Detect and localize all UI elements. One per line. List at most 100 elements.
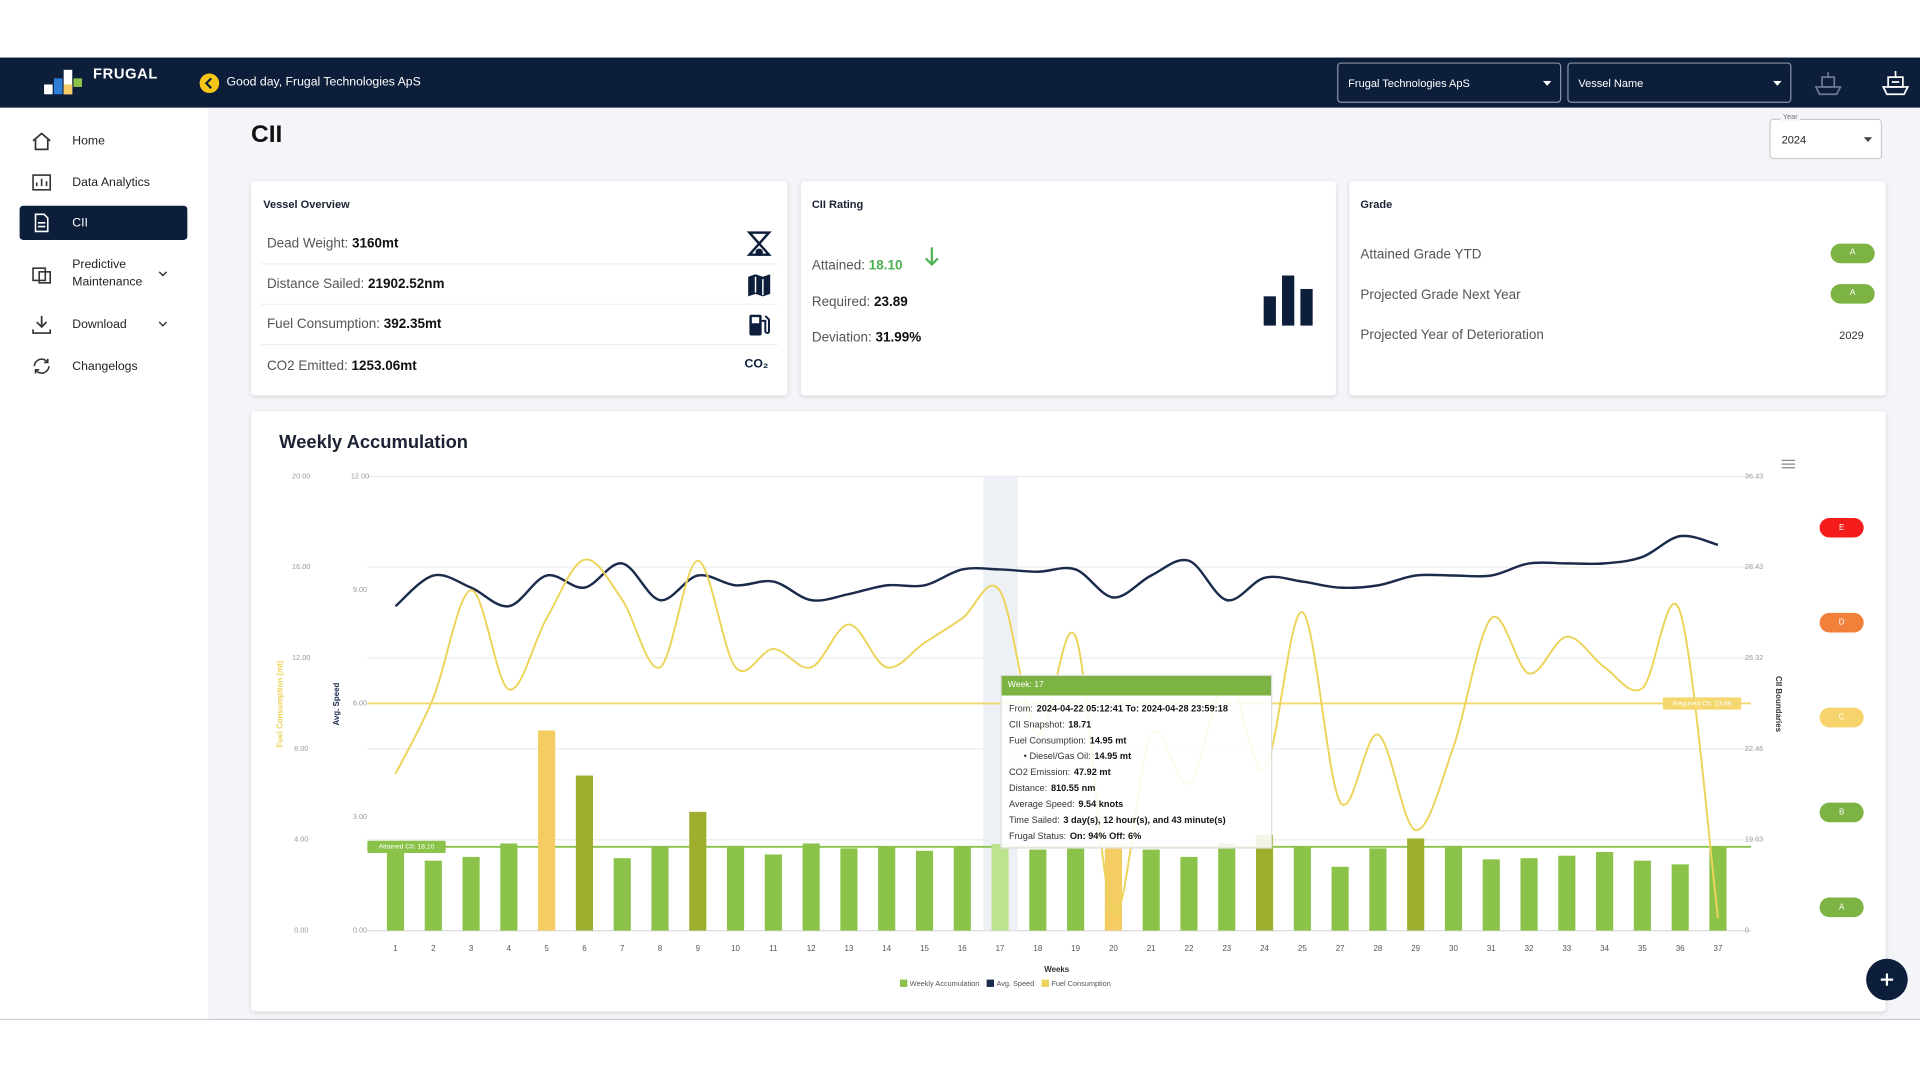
bar — [1218, 843, 1235, 930]
chart-menu[interactable] — [1782, 460, 1795, 467]
row-label: Attained: — [812, 258, 865, 273]
bar — [1445, 846, 1462, 931]
bar — [500, 843, 517, 930]
overview-row: CO2 Emitted: 1253.06mt — [267, 358, 417, 375]
grade-row: Projected Grade Next Year — [1360, 287, 1520, 304]
x-tick-label: 3 — [469, 944, 474, 953]
x-tick-label: 23 — [1222, 944, 1231, 953]
bar — [954, 847, 971, 930]
bar — [765, 854, 782, 930]
row-label: Required: — [812, 295, 870, 310]
nav-item-active[interactable]: CII — [20, 206, 188, 240]
tooltip-value: 14.95 mt — [1090, 735, 1127, 746]
grade-row: Projected Year of Deterioration — [1360, 327, 1543, 344]
map-icon — [746, 272, 773, 299]
y-tick-label: 3.00 — [353, 812, 367, 821]
tooltip-label: Time Sailed: — [1009, 814, 1060, 825]
row-label: Deviation: — [812, 331, 872, 346]
x-tick-label: 6 — [582, 944, 587, 953]
tooltip-label: CII Snapshot: — [1009, 719, 1065, 730]
x-tick-label: 31 — [1487, 944, 1496, 953]
tooltip-row: Distance:810.55 nm — [1002, 780, 1271, 796]
row-value: 392.35mt — [384, 317, 442, 332]
tooltip-label: Average Speed: — [1009, 798, 1075, 809]
x-tick-label: 29 — [1411, 944, 1420, 953]
grade-pill: A — [1831, 244, 1875, 264]
tooltip-label: Fuel Consumption: — [1009, 735, 1086, 746]
nav-item[interactable]: Home — [20, 124, 188, 158]
top-bar: FRUGAL Good day, Frugal Technologies ApS… — [0, 58, 1920, 108]
x-tick-label: 17 — [996, 944, 1005, 953]
x-tick-label: 20 — [1109, 944, 1118, 953]
add-button[interactable] — [1865, 958, 1909, 1002]
x-tick-label: 11 — [769, 944, 778, 953]
y-tick-label: 0.00 — [294, 926, 308, 935]
y-tick-label: 20.00 — [292, 471, 310, 480]
x-tick-label: 33 — [1562, 944, 1571, 953]
nav-label: Home — [72, 134, 105, 147]
y-tick-label: 4.00 — [294, 835, 308, 844]
co2-icon: CO₂ — [744, 358, 768, 371]
bar — [1332, 867, 1349, 931]
x-tick-label: 13 — [844, 944, 853, 953]
tooltip-row: CII Snapshot:18.71 — [1002, 716, 1271, 732]
tooltip-value: 3 day(s), 12 hour(s), and 43 minute(s) — [1063, 814, 1225, 825]
tooltip-value: 14.95 mt — [1094, 751, 1131, 762]
home-icon — [31, 131, 53, 151]
y-tick-label: 6.00 — [353, 698, 367, 707]
overview-row: Fuel Consumption: 392.35mt — [267, 316, 441, 333]
legend-swatch — [1042, 980, 1049, 987]
nav-item[interactable]: Data Analytics — [20, 165, 188, 199]
card-title: Vessel Overview — [263, 198, 349, 210]
x-tick-label: 14 — [882, 944, 891, 953]
tooltip-value: On: 94% Off: 6% — [1070, 830, 1141, 841]
account-icon[interactable] — [1880, 67, 1912, 99]
trend-down-arrow — [923, 246, 940, 268]
row-value: 31.99% — [875, 331, 921, 346]
company-select-text: Frugal Technologies ApS — [1348, 77, 1470, 89]
divider — [261, 344, 778, 345]
y-tick-label: 19.63 — [1745, 835, 1763, 844]
tooltip-value: 9.54 knots — [1078, 798, 1123, 809]
bar — [1256, 835, 1273, 931]
tooltip-value: 18.71 — [1068, 719, 1091, 730]
nav-label: Download — [72, 318, 147, 331]
sidebar — [0, 108, 208, 1019]
row-label: CO2 Emitted: — [267, 359, 348, 374]
x-tick-label: 28 — [1373, 944, 1382, 953]
vessel-icon[interactable] — [1812, 69, 1844, 98]
nav-item[interactable]: Download — [20, 307, 188, 341]
nav-item[interactable]: Changelogs — [20, 349, 188, 383]
rating-row: Attained: 18.10 — [812, 257, 903, 274]
year-select[interactable]: Year 2024 — [1769, 119, 1882, 159]
bar — [1067, 847, 1084, 930]
grade-boundary-label: B — [1839, 808, 1844, 817]
year-label: Year — [1780, 114, 1800, 121]
bar — [1143, 850, 1160, 931]
x-tick-label: 18 — [1033, 944, 1042, 953]
vessel-select[interactable]: Vessel Name — [1567, 62, 1791, 102]
y-tick-label: 0.00 — [353, 926, 367, 935]
bar — [651, 847, 668, 930]
x-tick-label: 30 — [1449, 944, 1458, 953]
back-button[interactable] — [198, 72, 220, 94]
y-tick-label: 25.32 — [1745, 653, 1763, 662]
row-value: 18.10 — [869, 258, 903, 273]
chevron — [158, 271, 168, 278]
fuel-icon — [746, 311, 773, 338]
company-select[interactable]: Frugal Technologies ApS — [1337, 62, 1561, 102]
download-icon — [31, 315, 53, 335]
overview-row: Distance Sailed: 21902.52nm — [267, 276, 444, 293]
x-tick-label: 32 — [1525, 944, 1534, 953]
legend-swatch — [987, 980, 994, 987]
x-tick-label: 10 — [731, 944, 740, 953]
x-tick-label: 25 — [1298, 944, 1307, 953]
card-title: Grade — [1360, 198, 1392, 210]
x-tick-label: 5 — [544, 944, 549, 953]
row-value: 3160mt — [352, 236, 398, 251]
nav-label: CII — [72, 216, 88, 229]
row-label: Dead Weight: — [267, 236, 348, 251]
x-tick-label: 8 — [658, 944, 663, 953]
nav-item[interactable]: Predictive Maintenance — [20, 256, 188, 293]
